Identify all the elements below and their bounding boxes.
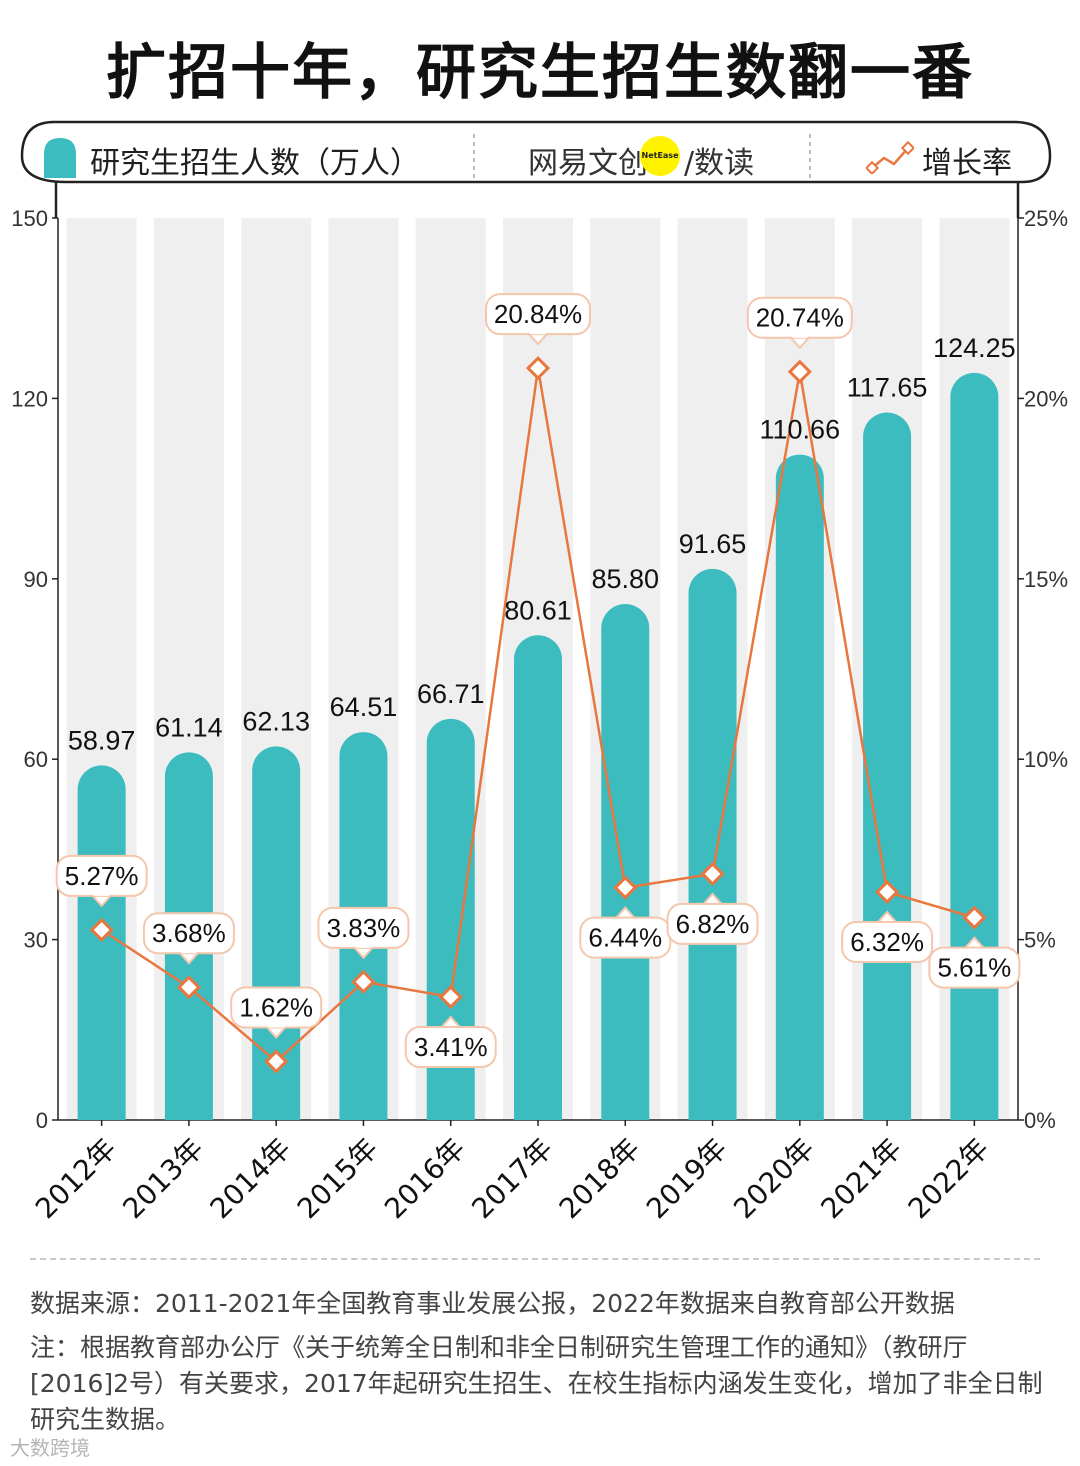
right-axis-tick-label: 10% <box>1024 747 1068 772</box>
x-tick-label: 2012年 <box>29 1132 123 1226</box>
brand-left: 网易文创 <box>528 146 648 181</box>
growth-rate-marker <box>89 917 114 942</box>
bar-legend-icon <box>44 138 76 178</box>
x-tick-label: 2018年 <box>553 1132 647 1226</box>
data-source: 数据来源：2011-2021年全国教育事业发展公报，2022年数据来自教育部公开… <box>30 1289 955 1318</box>
x-tick-label: 2020年 <box>727 1132 821 1226</box>
bar <box>950 372 999 1120</box>
bar-value-label: 85.80 <box>591 564 659 594</box>
brand-right: /数读 <box>684 146 755 181</box>
x-tick-label: 2013年 <box>116 1132 210 1226</box>
bar <box>775 454 824 1120</box>
rate-label-pointer-mask <box>966 948 983 952</box>
x-tick-label: 2015年 <box>291 1132 385 1226</box>
rate-value-label: 6.32% <box>850 927 924 957</box>
bar-value-label: 117.65 <box>847 373 928 403</box>
bar-value-label: 58.97 <box>68 725 136 755</box>
rate-value-label: 20.74% <box>756 303 844 333</box>
x-tick-label: 2021年 <box>815 1132 909 1226</box>
rate-value-label: 6.44% <box>588 923 662 953</box>
rate-label-pointer <box>875 910 899 923</box>
growth-rate-marker <box>525 356 551 381</box>
left-axis-tick-label: 30 <box>24 928 48 953</box>
rate-value-label: 6.82% <box>676 909 750 939</box>
bar-value-label: 61.14 <box>155 712 223 742</box>
growth-rate-marker <box>176 975 201 1000</box>
line-legend-icon <box>866 140 914 174</box>
bar-value-label: 110.66 <box>760 415 841 445</box>
rate-label-pointer <box>614 906 637 919</box>
rate-value-label: 5.61% <box>937 953 1011 983</box>
rate-label-pointer-mask <box>355 944 372 948</box>
right-axis-tick-label: 25% <box>1024 206 1068 231</box>
bar-value-label: 62.13 <box>242 706 310 736</box>
rate-value-label: 1.62% <box>239 993 313 1023</box>
rate-label-pointer <box>439 1015 462 1028</box>
right-axis-tick-label: 15% <box>1024 567 1068 592</box>
rate-value-label: 20.84% <box>494 299 582 329</box>
chart: 03060901201500%5%10%15%20%25%2012年2013年2… <box>11 206 1068 1226</box>
bar <box>514 635 562 1120</box>
bar-value-label: 124.25 <box>933 333 1016 363</box>
x-tick-label: 2014年 <box>204 1132 298 1226</box>
left-axis-tick-label: 120 <box>11 386 48 411</box>
netease-logo: NetEase <box>640 136 680 176</box>
rate-value-label: 3.83% <box>327 913 401 943</box>
divider <box>30 1258 1040 1260</box>
legend-bar-label: 研究生招生人数（万人） <box>90 146 420 181</box>
growth-rate-marker <box>875 879 900 904</box>
right-axis-tick-label: 20% <box>1024 386 1068 411</box>
rate-label-pointer-mask <box>617 918 634 922</box>
rate-label-pointer <box>352 946 375 960</box>
bar <box>426 718 475 1120</box>
watermark: 大数跨境 <box>10 1436 90 1460</box>
bar-value-label: 64.51 <box>330 692 398 722</box>
left-axis-tick-label: 150 <box>11 206 48 231</box>
rate-label-pointer-mask <box>442 1027 459 1031</box>
growth-rate-marker <box>962 905 987 930</box>
rate-value-label: 3.68% <box>152 918 226 948</box>
bar <box>688 568 737 1120</box>
page-title: 扩招十年，研究生招生数翻一番 <box>106 38 974 108</box>
rate-label-pointer <box>701 892 724 905</box>
rate-label-pointer-mask <box>791 334 808 338</box>
rate-label-pointer <box>526 333 550 346</box>
rate-label-pointer <box>177 952 201 965</box>
growth-rate-marker <box>351 969 376 994</box>
growth-rate-marker <box>700 861 725 886</box>
rate-label-pointer-mask <box>879 922 896 926</box>
growth-rate-marker <box>264 1049 289 1074</box>
bar <box>863 412 912 1120</box>
growth-rate-marker <box>787 359 812 384</box>
x-tick-label: 2017年 <box>465 1132 559 1226</box>
footnote: 注：根据教育部办公厅《关于统筹全日制和非全日制研究生管理工作的通知》（教研厅[2… <box>30 1333 1043 1434</box>
rate-label-pointer-mask <box>268 1024 285 1028</box>
left-axis-tick-label: 90 <box>24 567 48 592</box>
growth-rate-marker <box>438 984 463 1009</box>
right-axis-tick-label: 5% <box>1024 928 1056 953</box>
bar <box>601 604 650 1120</box>
right-axis-tick-label: 0% <box>1024 1108 1056 1133</box>
legend-frame <box>20 120 1052 218</box>
x-tick-label: 2016年 <box>378 1132 472 1226</box>
rate-label-pointer <box>963 936 986 949</box>
rate-label-pointer-mask <box>704 904 721 908</box>
legend-line-label: 增长率 <box>922 146 1012 181</box>
rate-value-label: 3.41% <box>414 1032 488 1062</box>
bar-value-label: 91.65 <box>679 529 747 559</box>
rate-label-pointer <box>788 336 812 350</box>
growth-rate-marker <box>613 875 638 900</box>
bar <box>77 765 126 1120</box>
bar-value-label: 80.61 <box>504 595 572 625</box>
bar-value-label: 66.71 <box>417 679 485 709</box>
left-axis-tick-label: 60 <box>24 747 48 772</box>
rate-label-pointer-mask <box>180 950 197 954</box>
rate-label-pointer-mask <box>93 892 110 896</box>
left-axis-tick-label: 0 <box>36 1108 48 1133</box>
x-tick-label: 2019年 <box>640 1132 734 1226</box>
x-tick-label: 2022年 <box>902 1132 996 1226</box>
rate-label-pointer-mask <box>530 331 546 335</box>
rate-value-label: 5.27% <box>65 861 139 891</box>
